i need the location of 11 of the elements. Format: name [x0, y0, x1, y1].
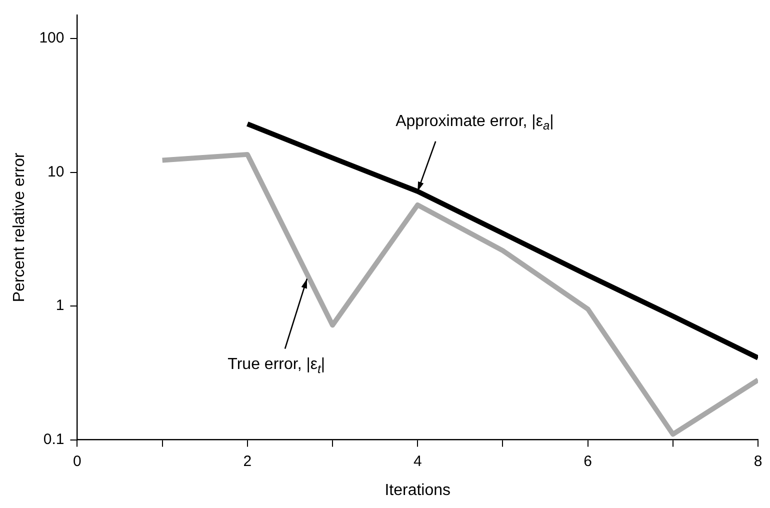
y-tick-label: 100: [39, 30, 64, 47]
y-tick-label: 1: [56, 297, 64, 314]
x-tick-label: 6: [584, 452, 592, 470]
x-tick-label: 0: [73, 452, 82, 470]
x-tick-label: 2: [243, 452, 252, 470]
x-axis-title: Iterations: [384, 482, 451, 499]
y-tick-label: 10: [48, 163, 64, 180]
y-tick-label: 0.1: [43, 430, 64, 448]
x-tick-label: 4: [413, 452, 422, 470]
x-tick-label: 8: [754, 452, 762, 470]
y-axis-title: Percent relative error: [11, 152, 28, 302]
